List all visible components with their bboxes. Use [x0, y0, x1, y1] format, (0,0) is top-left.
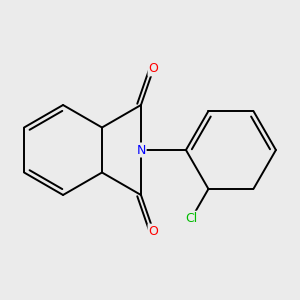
Text: Cl: Cl	[185, 212, 198, 225]
Text: O: O	[148, 62, 158, 75]
Text: O: O	[148, 225, 158, 238]
Text: N: N	[136, 143, 146, 157]
